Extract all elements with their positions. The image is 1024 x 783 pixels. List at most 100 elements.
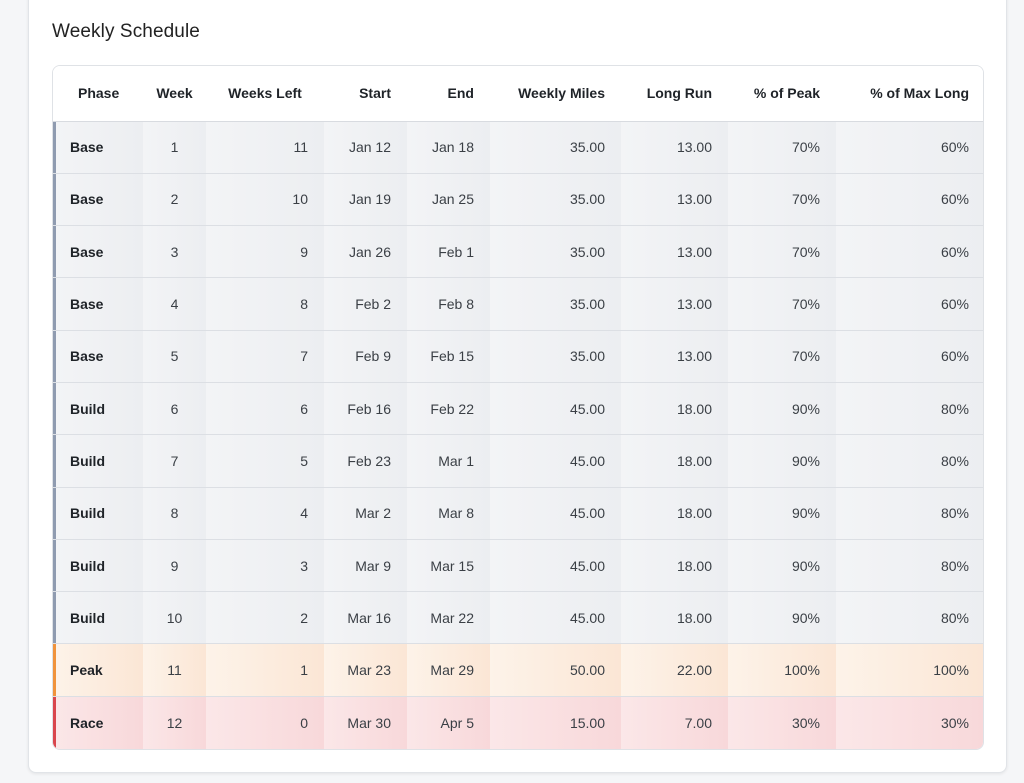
cell-pct-peak: 90% <box>728 487 836 540</box>
header-week: Week <box>143 66 206 122</box>
cell-weeks-left: 0 <box>206 696 324 749</box>
cell-end: Feb 8 <box>407 277 490 331</box>
cell-phase: Base <box>53 330 143 383</box>
cell-start: Feb 23 <box>324 434 407 488</box>
cell-pct-peak: 90% <box>728 539 836 593</box>
cell-pct-max-long: 80% <box>836 382 983 436</box>
cell-pct-max-long: 100% <box>836 643 983 697</box>
cell-pct-peak: 90% <box>728 591 836 645</box>
cell-weekly-miles: 45.00 <box>490 487 621 540</box>
cell-weeks-left: 8 <box>206 277 324 331</box>
table-row: Peak 11 1 Mar 23 Mar 29 50.00 22.00 100% 100% <box>53 643 983 697</box>
cell-pct-peak: 30% <box>728 696 836 749</box>
cell-weekly-miles: 45.00 <box>490 382 621 436</box>
table-row: Race 12 0 Mar 30 Apr 5 15.00 7.00 30% 30% <box>53 696 983 749</box>
cell-week: 9 <box>143 539 206 593</box>
cell-pct-peak: 70% <box>728 330 836 383</box>
cell-start: Jan 26 <box>324 225 407 279</box>
cell-long-run: 13.00 <box>621 225 728 279</box>
cell-weekly-miles: 50.00 <box>490 643 621 697</box>
cell-weeks-left: 10 <box>206 173 324 227</box>
header-long-run: Long Run <box>621 66 728 122</box>
header-pct-peak: % of Peak <box>728 66 836 122</box>
cell-start: Jan 19 <box>324 173 407 227</box>
cell-long-run: 22.00 <box>621 643 728 697</box>
header-start: Start <box>324 66 407 122</box>
cell-weekly-miles: 35.00 <box>490 173 621 227</box>
cell-week: 1 <box>143 121 206 174</box>
cell-pct-peak: 100% <box>728 643 836 697</box>
cell-long-run: 18.00 <box>621 539 728 593</box>
cell-week: 5 <box>143 330 206 383</box>
table-row: Base 1 11 Jan 12 Jan 18 35.00 13.00 70% 60% <box>53 121 983 174</box>
cell-week: 6 <box>143 382 206 436</box>
cell-end: Jan 25 <box>407 173 490 227</box>
table-row: Build 10 2 Mar 16 Mar 22 45.00 18.00 90% 80% <box>53 591 983 645</box>
cell-week: 11 <box>143 643 206 697</box>
cell-long-run: 13.00 <box>621 277 728 331</box>
cell-phase: Race <box>53 696 143 749</box>
cell-end: Apr 5 <box>407 696 490 749</box>
weekly-schedule-table: Phase Week Weeks Left Start End Weekly M… <box>53 66 983 749</box>
cell-weeks-left: 6 <box>206 382 324 436</box>
cell-phase: Base <box>53 121 143 174</box>
cell-weekly-miles: 15.00 <box>490 696 621 749</box>
cell-week: 4 <box>143 277 206 331</box>
cell-pct-max-long: 80% <box>836 434 983 488</box>
cell-weekly-miles: 35.00 <box>490 277 621 331</box>
cell-pct-peak: 70% <box>728 277 836 331</box>
cell-weekly-miles: 45.00 <box>490 434 621 488</box>
cell-start: Mar 9 <box>324 539 407 593</box>
cell-weeks-left: 4 <box>206 487 324 540</box>
cell-phase: Build <box>53 591 143 645</box>
cell-weeks-left: 11 <box>206 121 324 174</box>
cell-weekly-miles: 35.00 <box>490 225 621 279</box>
cell-weekly-miles: 45.00 <box>490 591 621 645</box>
cell-end: Feb 22 <box>407 382 490 436</box>
cell-weeks-left: 3 <box>206 539 324 593</box>
table-row: Base 2 10 Jan 19 Jan 25 35.00 13.00 70% 60% <box>53 173 983 227</box>
cell-pct-max-long: 60% <box>836 121 983 174</box>
table-header: Phase Week Weeks Left Start End Weekly M… <box>53 66 983 122</box>
header-weekly-miles: Weekly Miles <box>490 66 621 122</box>
cell-pct-peak: 70% <box>728 121 836 174</box>
cell-long-run: 18.00 <box>621 382 728 436</box>
schedule-table-container: Phase Week Weeks Left Start End Weekly M… <box>52 65 984 750</box>
cell-long-run: 13.00 <box>621 173 728 227</box>
table-row: Base 5 7 Feb 9 Feb 15 35.00 13.00 70% 60% <box>53 330 983 383</box>
cell-end: Mar 1 <box>407 434 490 488</box>
header-end: End <box>407 66 490 122</box>
cell-end: Feb 1 <box>407 225 490 279</box>
cell-weeks-left: 1 <box>206 643 324 697</box>
cell-start: Feb 2 <box>324 277 407 331</box>
cell-weekly-miles: 35.00 <box>490 121 621 174</box>
cell-end: Feb 15 <box>407 330 490 383</box>
cell-phase: Build <box>53 539 143 593</box>
cell-phase: Build <box>53 382 143 436</box>
cell-end: Jan 18 <box>407 121 490 174</box>
cell-end: Mar 15 <box>407 539 490 593</box>
cell-week: 3 <box>143 225 206 279</box>
cell-weeks-left: 7 <box>206 330 324 383</box>
cell-long-run: 18.00 <box>621 591 728 645</box>
cell-week: 7 <box>143 434 206 488</box>
cell-week: 8 <box>143 487 206 540</box>
cell-long-run: 13.00 <box>621 330 728 383</box>
header-row: Phase Week Weeks Left Start End Weekly M… <box>53 66 983 122</box>
cell-end: Mar 29 <box>407 643 490 697</box>
cell-pct-peak: 70% <box>728 225 836 279</box>
cell-phase: Build <box>53 434 143 488</box>
cell-pct-peak: 70% <box>728 173 836 227</box>
cell-pct-max-long: 80% <box>836 539 983 593</box>
cell-long-run: 7.00 <box>621 696 728 749</box>
cell-weeks-left: 9 <box>206 225 324 279</box>
cell-weeks-left: 5 <box>206 434 324 488</box>
cell-weekly-miles: 45.00 <box>490 539 621 593</box>
table-body: Base 1 11 Jan 12 Jan 18 35.00 13.00 70% 60% Base 2… <box>53 121 983 749</box>
header-phase: Phase <box>53 66 143 122</box>
cell-phase: Base <box>53 173 143 227</box>
cell-phase: Base <box>53 277 143 331</box>
cell-weekly-miles: 35.00 <box>490 330 621 383</box>
cell-start: Mar 16 <box>324 591 407 645</box>
cell-long-run: 13.00 <box>621 121 728 174</box>
